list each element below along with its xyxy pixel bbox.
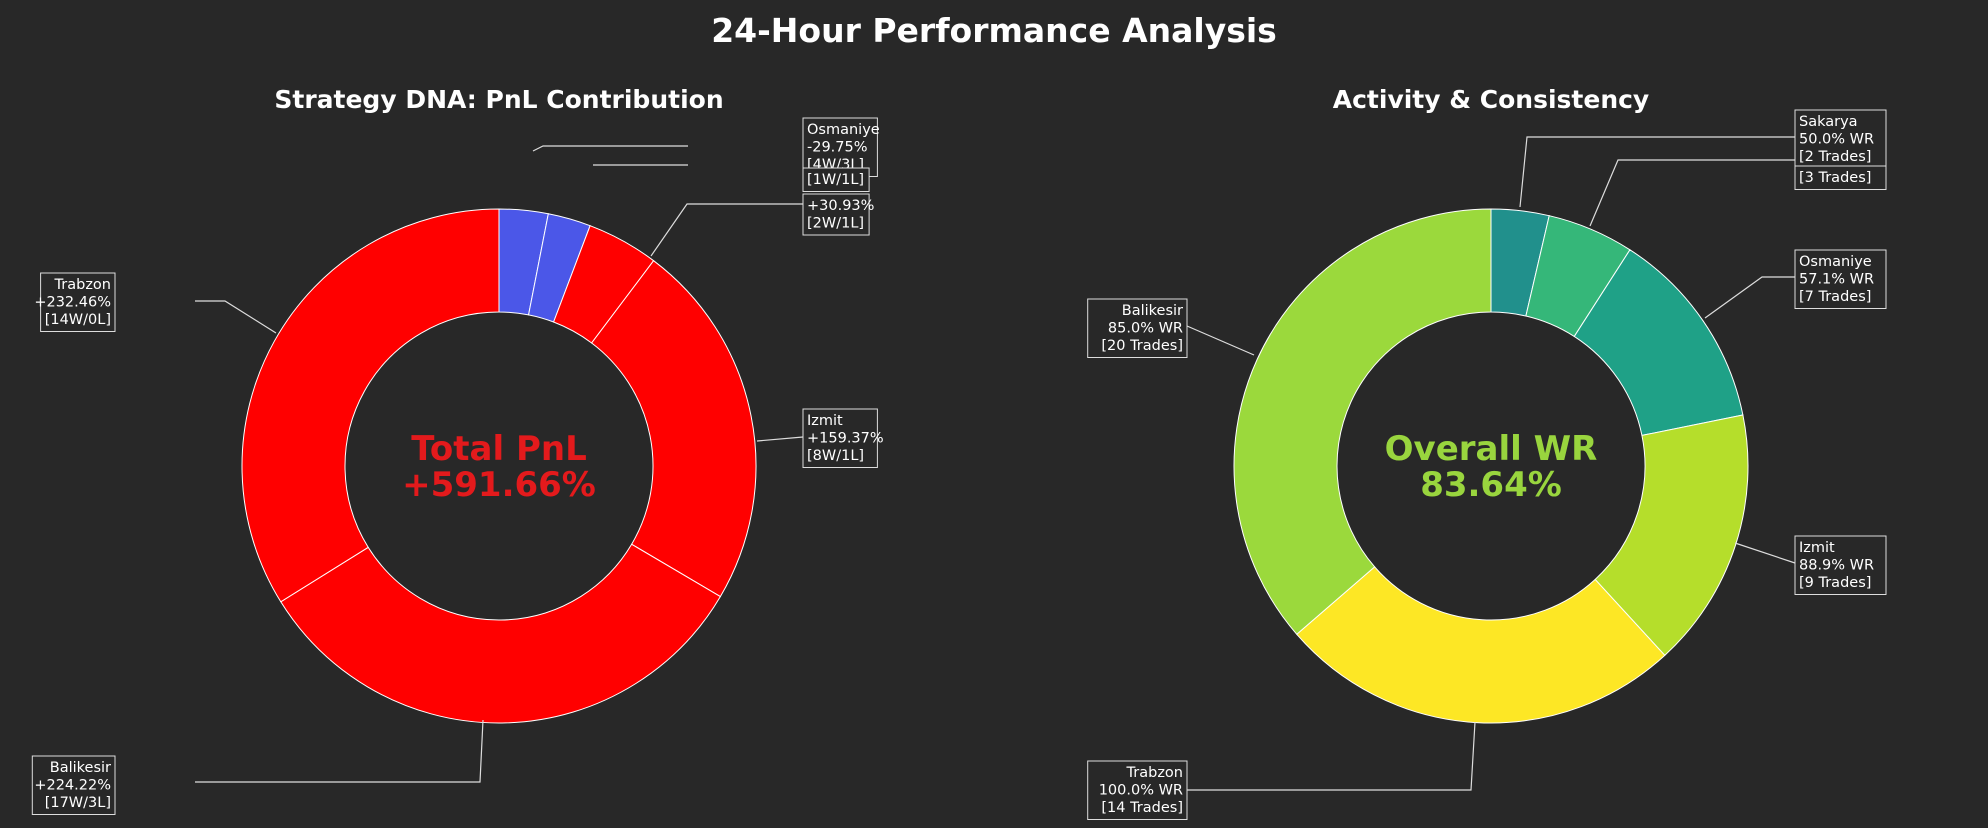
slice-osmaniye-label-line: -29.75% bbox=[807, 140, 868, 156]
donut-slice-balikesir bbox=[280, 543, 722, 724]
slice-trabzon-label-line: 100.0% WR bbox=[1099, 783, 1183, 799]
label-leader-line bbox=[1187, 721, 1476, 791]
slice-sakarya-label-line: Sakarya bbox=[1799, 114, 1858, 130]
label-leader-line bbox=[650, 203, 803, 257]
donut-center-text: Total PnL bbox=[411, 429, 587, 469]
slice-sakarya-label-line: [2 Trades] bbox=[1799, 149, 1871, 165]
slice-balikesir-label-line: 85.0% WR bbox=[1108, 321, 1183, 337]
slice-unnamed-label-box bbox=[802, 193, 870, 236]
slice-sakarya-label-box bbox=[1794, 109, 1887, 169]
label-leader-line bbox=[1186, 325, 1255, 356]
slice-trabzon-label-line: Trabzon bbox=[1126, 765, 1183, 781]
pnl-chart-title: Strategy DNA: PnL Contribution bbox=[274, 85, 723, 114]
slice-balikesir-label-box bbox=[1087, 298, 1188, 358]
label-leader-line bbox=[1734, 542, 1796, 564]
label-leader-line bbox=[756, 436, 804, 442]
slice-unnamed-label-line: +30.93% bbox=[807, 198, 874, 214]
winrate-chart-title: Activity & Consistency bbox=[1333, 85, 1649, 114]
slice-trabzon-label-box bbox=[1087, 760, 1188, 820]
extra-label-line: [1W/1L] bbox=[807, 172, 864, 188]
pnl-donut-chart: Strategy DNA: PnL Contribution Osmaniye -… bbox=[31, 85, 884, 815]
label-leader-line bbox=[1704, 276, 1795, 319]
slice-balikesir-label-box bbox=[31, 755, 116, 815]
slice-unnamed-label-line: [3 Trades] bbox=[1799, 170, 1871, 186]
label-leader-line bbox=[1589, 159, 1795, 227]
slice-trabzon-label-line: +232.46% bbox=[34, 295, 111, 311]
slice-balikesir-label-line: Balikesir bbox=[1122, 303, 1183, 319]
slice-izmit-label-line: +159.37% bbox=[807, 431, 884, 447]
donut-center-text: +591.66% bbox=[402, 465, 596, 505]
slice-trabzon-label-line: Trabzon bbox=[54, 277, 111, 293]
slice-osmaniye-label-line: 57.1% WR bbox=[1799, 272, 1874, 288]
slice-izmit-label-box bbox=[802, 408, 878, 468]
slice-balikesir-label-line: Balikesir bbox=[50, 760, 111, 776]
slice-osmaniye-label-line: Osmaniye bbox=[1799, 254, 1872, 270]
label-leader-line bbox=[532, 145, 688, 152]
donut-slice-izmit bbox=[590, 260, 757, 598]
slice-izmit-label-line: 88.9% WR bbox=[1799, 558, 1874, 574]
slice-izmit-label-line: Izmit bbox=[807, 413, 843, 429]
slice-balikesir-label-line: [17W/3L] bbox=[45, 795, 111, 811]
donut-slice-trabzon bbox=[241, 208, 500, 603]
label-leader-line bbox=[1519, 136, 1795, 208]
slice-unnamed-label-box bbox=[1794, 165, 1887, 190]
slice-balikesir-label-line: [20 Trades] bbox=[1101, 338, 1183, 354]
slice-osmaniye-label-box bbox=[1794, 249, 1887, 309]
label-leader-line bbox=[195, 300, 277, 334]
slice-trabzon-label-line: [14W/0L] bbox=[45, 312, 111, 328]
slice-izmit-label-line: [8W/1L] bbox=[807, 448, 864, 464]
slice-unnamed-label-line: [2W/1L] bbox=[807, 216, 864, 232]
figure-title: 24-Hour Performance Analysis bbox=[711, 11, 1277, 50]
slice-trabzon-label-line: [14 Trades] bbox=[1101, 800, 1183, 816]
slice-balikesir-label-line: +224.22% bbox=[34, 778, 111, 794]
donut-center-text: 83.64% bbox=[1420, 465, 1562, 505]
label-leader-line bbox=[195, 719, 484, 783]
slice-trabzon-label-box bbox=[40, 272, 116, 332]
donut-center-text: Overall WR bbox=[1385, 429, 1598, 469]
extra-label-box bbox=[802, 167, 870, 192]
donut-slice-trabzon bbox=[1296, 566, 1666, 724]
slice-osmaniye-label-box bbox=[802, 117, 878, 177]
slice-sakarya-label-line: 50.0% WR bbox=[1799, 132, 1874, 148]
donut-slice-balikesir bbox=[1233, 208, 1492, 636]
slice-izmit-label-line: Izmit bbox=[1799, 540, 1835, 556]
slice-izmit-label-line: [9 Trades] bbox=[1799, 575, 1871, 591]
slice-izmit-label-box bbox=[1794, 535, 1887, 595]
slice-osmaniye-label-line: [7 Trades] bbox=[1799, 289, 1871, 305]
slice-osmaniye-label-line: Osmaniye bbox=[807, 122, 880, 138]
